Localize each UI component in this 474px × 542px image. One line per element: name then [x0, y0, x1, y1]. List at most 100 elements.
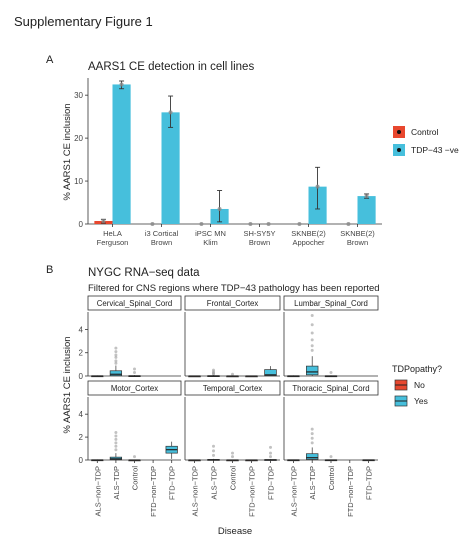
- facet-strip: [87, 295, 182, 311]
- box-ftd-tdp: [264, 369, 277, 377]
- legend-label: TDP−43 −ve: [411, 145, 459, 155]
- data-point: [346, 222, 351, 226]
- outlier-point: [212, 444, 215, 448]
- panel-a-x-tick-label: SKNBE(2): [291, 229, 326, 238]
- outlier-point: [212, 453, 215, 457]
- panel-a-x-tick-label: Klim: [203, 238, 218, 247]
- panel-a-x-tick-label: iPSC MN: [195, 229, 226, 238]
- panel-b-legend: TDPopathy? No Yes: [392, 364, 442, 407]
- outlier-point: [114, 434, 118, 438]
- facet-x-tick-label: FTD−TDP: [168, 466, 177, 500]
- data-point: [199, 222, 204, 226]
- box-als-tdp: [306, 453, 319, 460]
- panel-b: B NYGC RNA−seq data Filtered for CNS reg…: [46, 264, 442, 537]
- facet-x-tick-label: Control: [327, 466, 336, 491]
- panel-a-y-axis-label: % AARS1 CE inclusion: [62, 103, 73, 200]
- outlier-point: [310, 313, 314, 317]
- panel-a-x-tick-label: HeLA: [103, 229, 122, 238]
- outlier-point: [114, 346, 118, 350]
- facet-x-tick-label: ALS−TDP: [210, 466, 219, 500]
- outlier-point: [133, 367, 136, 371]
- bar-tdp43-negative: [161, 112, 180, 224]
- panel-a-x-tick-label: Ferguson: [97, 238, 129, 247]
- outlier-point: [310, 436, 314, 440]
- facet-x-tick-label: FTD−TDP: [267, 466, 276, 500]
- outlier-point: [114, 448, 118, 452]
- outlier-point: [310, 323, 314, 327]
- legend-title: TDPopathy?: [392, 364, 442, 374]
- outlier-point: [114, 353, 118, 357]
- facet-x-tick-label: ALS−TDP: [112, 466, 121, 500]
- facet-strip-label: Frontal_Cortex: [207, 299, 259, 308]
- facet-x-tick-label: FTD−non−TDP: [149, 466, 158, 517]
- panel-a-x-tick-label: SKNBE(2): [340, 229, 375, 238]
- outlier-point: [310, 331, 314, 335]
- panel-a-legend: Control TDP−43 −ve: [393, 126, 459, 156]
- panel-b-title: NYGC RNA−seq data: [88, 267, 200, 279]
- outlier-point: [114, 444, 118, 448]
- facet-x-tick-label: FTD−non−TDP: [248, 466, 257, 517]
- outlier-point: [114, 350, 118, 354]
- outlier-point: [212, 449, 215, 453]
- facet-strip-label: Thoracic_Spinal_Cord: [292, 384, 369, 393]
- outlier-point: [329, 371, 333, 375]
- outlier-point: [114, 441, 118, 445]
- panel-a-title: AARS1 CE detection in cell lines: [88, 61, 254, 73]
- facet-x-tick-label: Control: [131, 466, 140, 491]
- outlier-point: [212, 368, 215, 372]
- outlier-point: [310, 338, 314, 342]
- data-point: [101, 218, 106, 223]
- facet-strip-label: Cervical_Spinal_Cord: [97, 299, 172, 308]
- outlier-point: [114, 431, 118, 435]
- facet-strip: [184, 295, 281, 311]
- data-point: [168, 110, 173, 115]
- outlier-point: [310, 348, 314, 352]
- facet-y-tick-label: 4: [79, 410, 84, 419]
- panel-a-x-tick-label: i3 Cortical: [145, 229, 179, 238]
- facet-strip-label: Motor_Cortex: [111, 384, 158, 393]
- outlier-point: [310, 441, 314, 445]
- outlier-point: [133, 455, 136, 459]
- panel-a-x-tick-label: Brown: [347, 238, 368, 247]
- panel-b-y-axis-label: % AARS1 CE inclusion: [62, 336, 73, 433]
- outlier-point: [231, 451, 234, 455]
- panel-a-label: A: [46, 54, 54, 66]
- outlier-point: [231, 455, 234, 459]
- panel-a-x-tick-label: Brown: [151, 238, 172, 247]
- outlier-point: [269, 455, 272, 459]
- data-point: [297, 222, 302, 226]
- data-point: [364, 194, 369, 199]
- figure-title: Supplementary Figure 1: [14, 14, 153, 29]
- facet-x-tick-label: FTD−TDP: [365, 466, 374, 500]
- outlier-point: [310, 344, 314, 348]
- data-point: [315, 184, 320, 189]
- panel-a-x-tick-label: Brown: [249, 238, 270, 247]
- legend-point: [397, 148, 401, 152]
- outlier-point: [133, 371, 136, 375]
- facet-y-tick-label: 0: [79, 372, 84, 381]
- bar-tdp43-negative: [357, 196, 376, 224]
- facet-x-tick-label: ALS−non−TDP: [191, 466, 200, 516]
- facet-x-tick-label: ALS−TDP: [308, 466, 317, 500]
- facet-x-tick-label: Control: [229, 466, 238, 491]
- legend-label: Control: [411, 127, 439, 137]
- panel-a-y-tick-label: 20: [74, 134, 83, 143]
- outlier-point: [114, 359, 118, 363]
- legend-label: No: [414, 380, 425, 390]
- facet-strip-label: Lumbar_Spinal_Cord: [294, 299, 368, 308]
- facet-strip: [184, 380, 281, 396]
- data-point: [150, 222, 155, 226]
- outlier-point: [329, 455, 333, 459]
- panel-a: A AARS1 CE detection in cell lines % AAR…: [46, 54, 459, 247]
- legend-label: Yes: [414, 396, 428, 406]
- facet-strip: [87, 380, 182, 396]
- panel-a-x-tick-label: Appocher: [292, 238, 325, 247]
- panel-a-y-tick-label: 30: [74, 91, 83, 100]
- facet-y-tick-label: 2: [79, 433, 84, 442]
- panel-b-plot-area: Cervical_Spinal_Cord 0 2 4 Frontal_Cortex Lum…: [79, 295, 379, 517]
- facet-y-tick-label: 2: [79, 349, 84, 358]
- box-als-tdp: [109, 370, 123, 377]
- facet-x-tick-label: ALS−non−TDP: [93, 466, 102, 516]
